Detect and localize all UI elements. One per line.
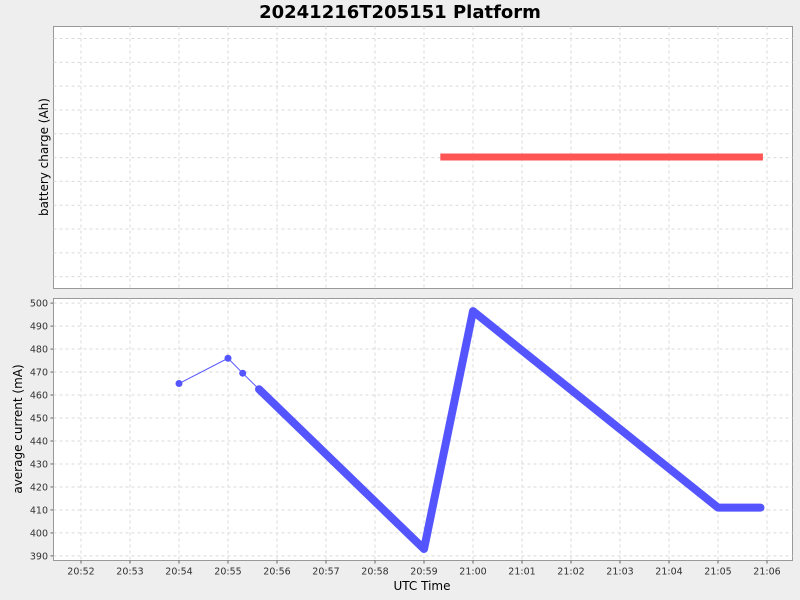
- y-tick-label: 500: [30, 299, 48, 310]
- y-tick-label: 450: [30, 414, 48, 425]
- x-tick-label: 20:56: [263, 567, 290, 578]
- x-tick-label: 21:06: [753, 567, 780, 578]
- x-tick-label: 21:00: [459, 567, 486, 578]
- chart-title: 20241216T205151 Platform: [259, 2, 541, 23]
- x-tick-label: 20:52: [67, 567, 94, 578]
- x-axis-ticks: 20:52 20:53 20:54 20:55 20:56 20:57 20:58 20:59…: [67, 560, 781, 578]
- bottom-y-ticks: 390 400 410 420 430 440 450 460 470 480 490 500: [30, 299, 54, 562]
- y-tick-label: 430: [30, 459, 48, 470]
- y-tick-label: 400: [30, 528, 48, 539]
- y-tick-label: 420: [30, 482, 48, 493]
- current-data-point: [239, 369, 247, 377]
- current-data-point: [175, 380, 183, 388]
- y-tick-label: 440: [30, 436, 48, 447]
- current-data-point: [469, 307, 477, 315]
- y-tick-label: 460: [30, 391, 48, 402]
- x-tick-label: 21:05: [704, 567, 731, 578]
- x-tick-label: 21:02: [557, 567, 584, 578]
- x-tick-label: 21:01: [508, 567, 535, 578]
- current-data-point: [756, 504, 764, 512]
- bottom-y-axis-label: average current (mA): [11, 364, 25, 493]
- x-tick-label: 21:04: [655, 567, 682, 578]
- x-tick-label: 20:54: [165, 567, 192, 578]
- y-tick-label: 480: [30, 345, 48, 356]
- x-tick-label: 20:53: [116, 567, 143, 578]
- current-thin-line: [178, 357, 260, 390]
- y-tick-label: 390: [30, 551, 48, 562]
- x-tick-label: 20:55: [214, 567, 241, 578]
- y-tick-label: 410: [30, 505, 48, 516]
- x-tick-label: 21:03: [606, 567, 633, 578]
- bottom-grid: [53, 298, 793, 561]
- y-tick-label: 490: [30, 322, 48, 333]
- average-current-series: [175, 307, 765, 554]
- current-data-point: [714, 504, 722, 512]
- current-data-point: [255, 385, 263, 393]
- x-tick-label: 20:58: [361, 567, 388, 578]
- y-tick-label: 470: [30, 368, 48, 379]
- x-tick-label: 20:59: [410, 567, 437, 578]
- top-y-axis-label: battery charge (Ah): [37, 98, 51, 216]
- x-axis-label: UTC Time: [394, 579, 451, 593]
- current-data-point: [224, 354, 232, 362]
- bottom-plot-area: [53, 298, 793, 561]
- top-grid: [53, 26, 793, 289]
- current-data-point: [420, 545, 428, 553]
- x-tick-label: 20:57: [312, 567, 339, 578]
